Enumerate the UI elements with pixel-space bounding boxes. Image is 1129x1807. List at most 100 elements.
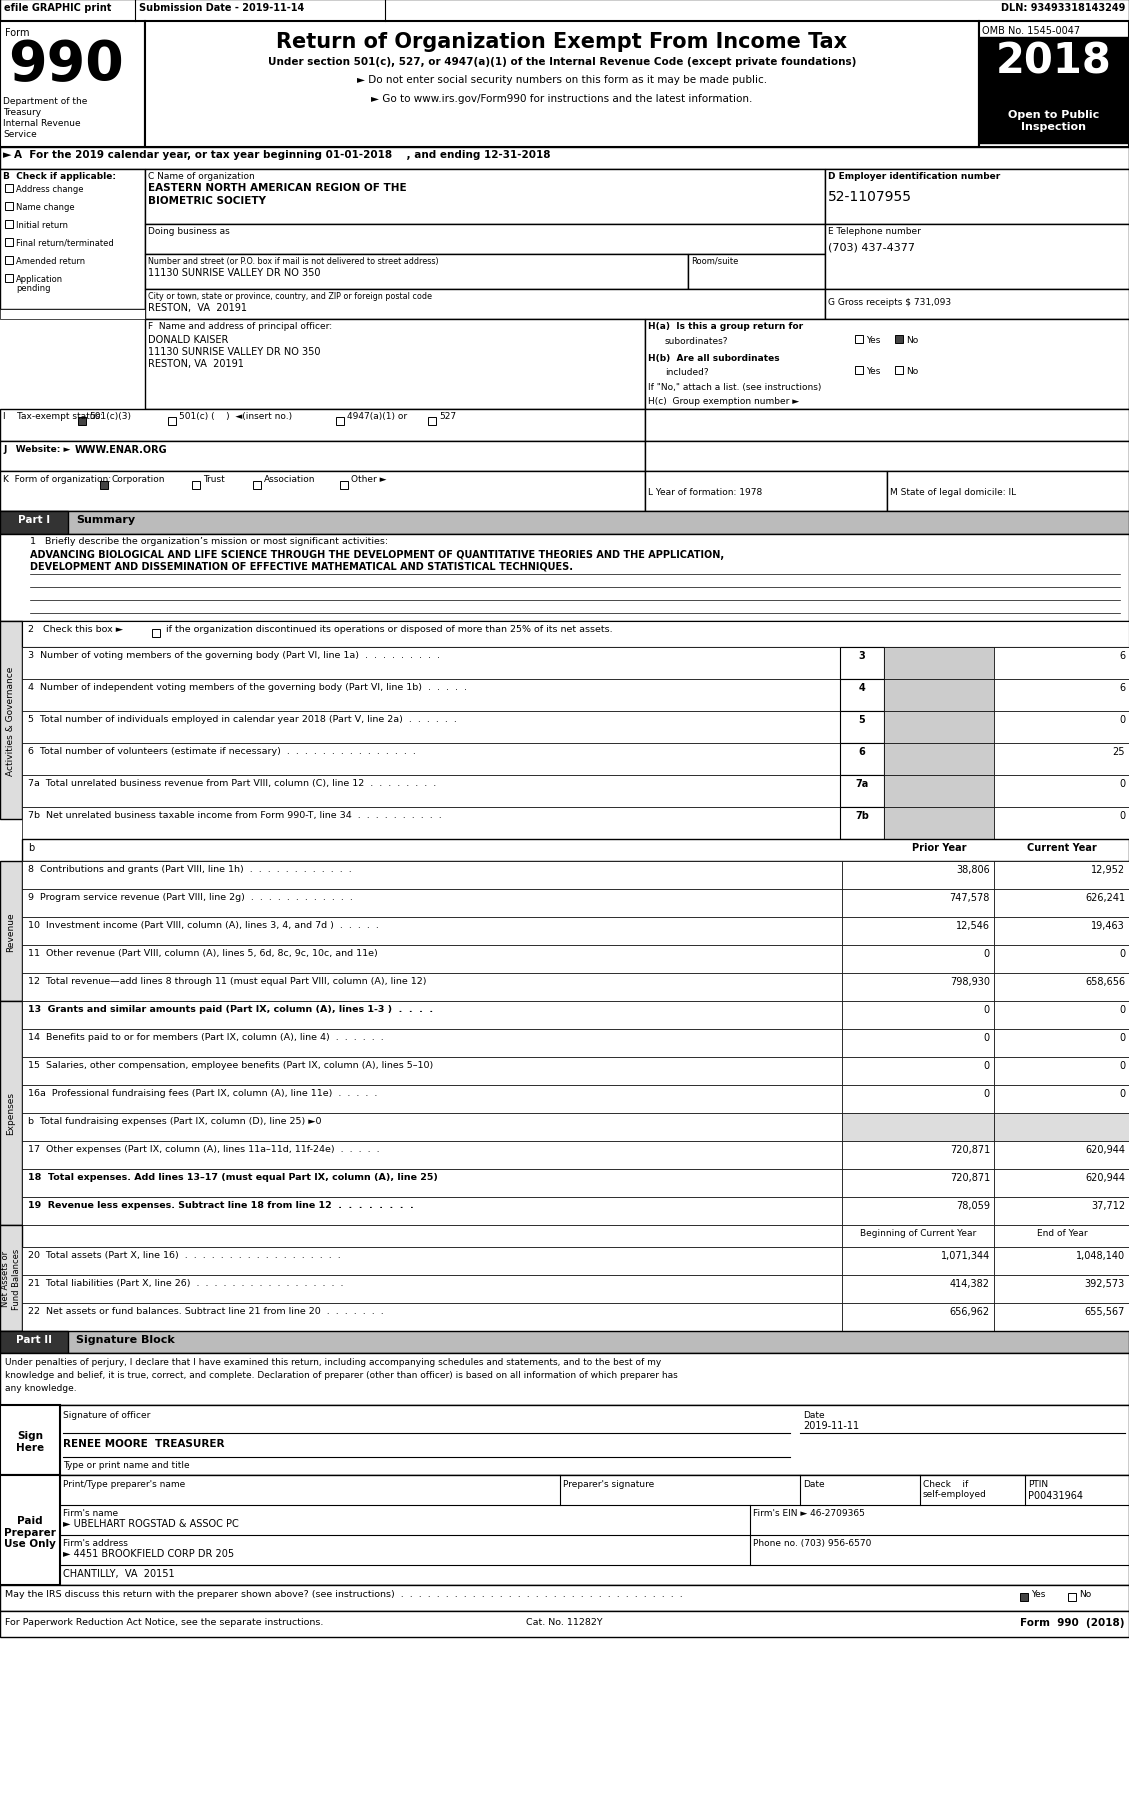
Text: 798,930: 798,930 — [949, 976, 990, 987]
Bar — [994, 1276, 1129, 1303]
Bar — [825, 224, 1129, 289]
Bar — [168, 417, 176, 426]
Text: 11130 SUNRISE VALLEY DR NO 350: 11130 SUNRISE VALLEY DR NO 350 — [148, 347, 321, 356]
Bar — [842, 1030, 994, 1057]
Bar — [842, 1142, 994, 1169]
Text: 7a  Total unrelated business revenue from Part VIII, column (C), line 12  .  .  : 7a Total unrelated business revenue from… — [28, 779, 436, 788]
Bar — [0, 622, 21, 820]
Bar — [994, 1247, 1129, 1276]
Text: WWW.ENAR.ORG: WWW.ENAR.ORG — [75, 445, 167, 455]
Text: Cat. No. 11282Y: Cat. No. 11282Y — [526, 1617, 602, 1626]
Text: 620,944: 620,944 — [1085, 1144, 1124, 1155]
Text: Name change: Name change — [16, 202, 75, 211]
Text: b  Total fundraising expenses (Part IX, column (D), line 25) ►0: b Total fundraising expenses (Part IX, c… — [28, 1117, 322, 1126]
Text: Activities & Governance: Activities & Governance — [7, 667, 16, 775]
Text: 11  Other revenue (Part VIII, column (A), lines 5, 6d, 8c, 9c, 10c, and 11e): 11 Other revenue (Part VIII, column (A),… — [28, 949, 378, 958]
Text: Internal Revenue: Internal Revenue — [3, 119, 80, 128]
Bar — [5, 257, 14, 266]
Text: 620,944: 620,944 — [1085, 1173, 1124, 1182]
Text: RENEE MOORE  TREASURER: RENEE MOORE TREASURER — [63, 1438, 225, 1447]
Text: CHANTILLY,  VA  20151: CHANTILLY, VA 20151 — [63, 1568, 175, 1578]
Bar — [0, 1332, 1129, 1353]
Text: EASTERN NORTH AMERICAN REGION OF THE: EASTERN NORTH AMERICAN REGION OF THE — [148, 183, 406, 193]
Text: 6: 6 — [1119, 683, 1124, 692]
Text: 0: 0 — [983, 949, 990, 958]
Text: 720,871: 720,871 — [949, 1144, 990, 1155]
Text: C Name of organization: C Name of organization — [148, 172, 255, 181]
Bar — [1068, 1594, 1076, 1601]
Text: Corporation: Corporation — [111, 475, 165, 484]
Text: K  Form of organization:: K Form of organization: — [3, 475, 111, 484]
Text: RESTON,  VA  20191: RESTON, VA 20191 — [148, 304, 247, 313]
Bar — [979, 38, 1129, 99]
Bar — [192, 482, 200, 490]
Bar — [842, 1303, 994, 1332]
Bar — [994, 1086, 1129, 1113]
Bar — [994, 1142, 1129, 1169]
Text: 0: 0 — [1119, 1005, 1124, 1014]
Bar — [994, 1225, 1129, 1247]
Bar — [688, 255, 825, 289]
Text: ►: ► — [3, 150, 11, 159]
Text: Date: Date — [803, 1480, 824, 1489]
Bar — [895, 336, 903, 343]
Bar — [145, 320, 645, 410]
Bar — [21, 1057, 842, 1086]
Text: 2018: 2018 — [996, 42, 1112, 83]
Text: 656,962: 656,962 — [949, 1306, 990, 1315]
Text: 22  Net assets or fund balances. Subtract line 21 from line 20  .  .  .  .  .  .: 22 Net assets or fund balances. Subtract… — [28, 1306, 384, 1315]
Text: 37,712: 37,712 — [1091, 1200, 1124, 1211]
Text: 7a: 7a — [856, 779, 868, 788]
Bar — [994, 808, 1129, 840]
Text: Firm's name: Firm's name — [63, 1509, 119, 1518]
Text: knowledge and belief, it is true, correct, and complete. Declaration of preparer: knowledge and belief, it is true, correc… — [5, 1370, 677, 1379]
Bar — [825, 289, 1129, 320]
Bar — [0, 862, 21, 1001]
Bar — [645, 410, 1129, 441]
Text: Form: Form — [5, 27, 29, 38]
Text: 527: 527 — [439, 412, 456, 421]
Bar — [994, 1169, 1129, 1198]
Text: 0: 0 — [983, 1088, 990, 1099]
Bar — [21, 918, 842, 945]
Text: Part I: Part I — [18, 515, 50, 524]
Bar — [842, 945, 994, 974]
Text: 19,463: 19,463 — [1092, 920, 1124, 931]
Text: b: b — [28, 842, 34, 853]
Text: 7b: 7b — [855, 811, 869, 820]
Bar — [21, 1276, 842, 1303]
Bar — [0, 511, 1129, 535]
Bar — [0, 1353, 1129, 1406]
Text: Firm's EIN ► 46-2709365: Firm's EIN ► 46-2709365 — [753, 1509, 865, 1518]
Text: 501(c) (    )  ◄(insert no.): 501(c) ( ) ◄(insert no.) — [180, 412, 292, 421]
Text: Number and street (or P.O. box if mail is not delivered to street address): Number and street (or P.O. box if mail i… — [148, 257, 439, 266]
Bar — [78, 417, 86, 426]
Text: Revenue: Revenue — [7, 913, 16, 950]
Text: 5  Total number of individuals employed in calendar year 2018 (Part V, line 2a) : 5 Total number of individuals employed i… — [28, 714, 457, 723]
Text: D Employer identification number: D Employer identification number — [828, 172, 1000, 181]
Text: No: No — [1079, 1588, 1092, 1597]
Bar — [645, 441, 1129, 472]
Bar — [884, 744, 994, 775]
Bar — [994, 712, 1129, 744]
Bar — [145, 22, 979, 148]
Text: 4947(a)(1) or: 4947(a)(1) or — [347, 412, 408, 421]
Bar — [0, 1475, 60, 1585]
Text: 626,241: 626,241 — [1085, 893, 1124, 902]
Bar — [994, 679, 1129, 712]
Text: Signature of officer: Signature of officer — [63, 1409, 150, 1418]
Text: RESTON, VA  20191: RESTON, VA 20191 — [148, 360, 244, 369]
Bar — [855, 367, 863, 374]
Text: 17  Other expenses (Part IX, column (A), lines 11a–11d, 11f-24e)  .  .  .  .  .: 17 Other expenses (Part IX, column (A), … — [28, 1144, 379, 1153]
Bar — [21, 1086, 842, 1113]
Text: Return of Organization Exempt From Income Tax: Return of Organization Exempt From Incom… — [277, 33, 848, 52]
Bar — [842, 1113, 994, 1142]
Text: Current Year: Current Year — [1027, 842, 1097, 853]
Bar — [21, 744, 842, 775]
Text: subordinates?: subordinates? — [665, 336, 728, 345]
Bar — [842, 1276, 994, 1303]
Bar — [884, 712, 994, 744]
Bar — [994, 1113, 1129, 1142]
Text: Association: Association — [264, 475, 315, 484]
Text: Submission Date - 2019-11-14: Submission Date - 2019-11-14 — [139, 4, 304, 13]
